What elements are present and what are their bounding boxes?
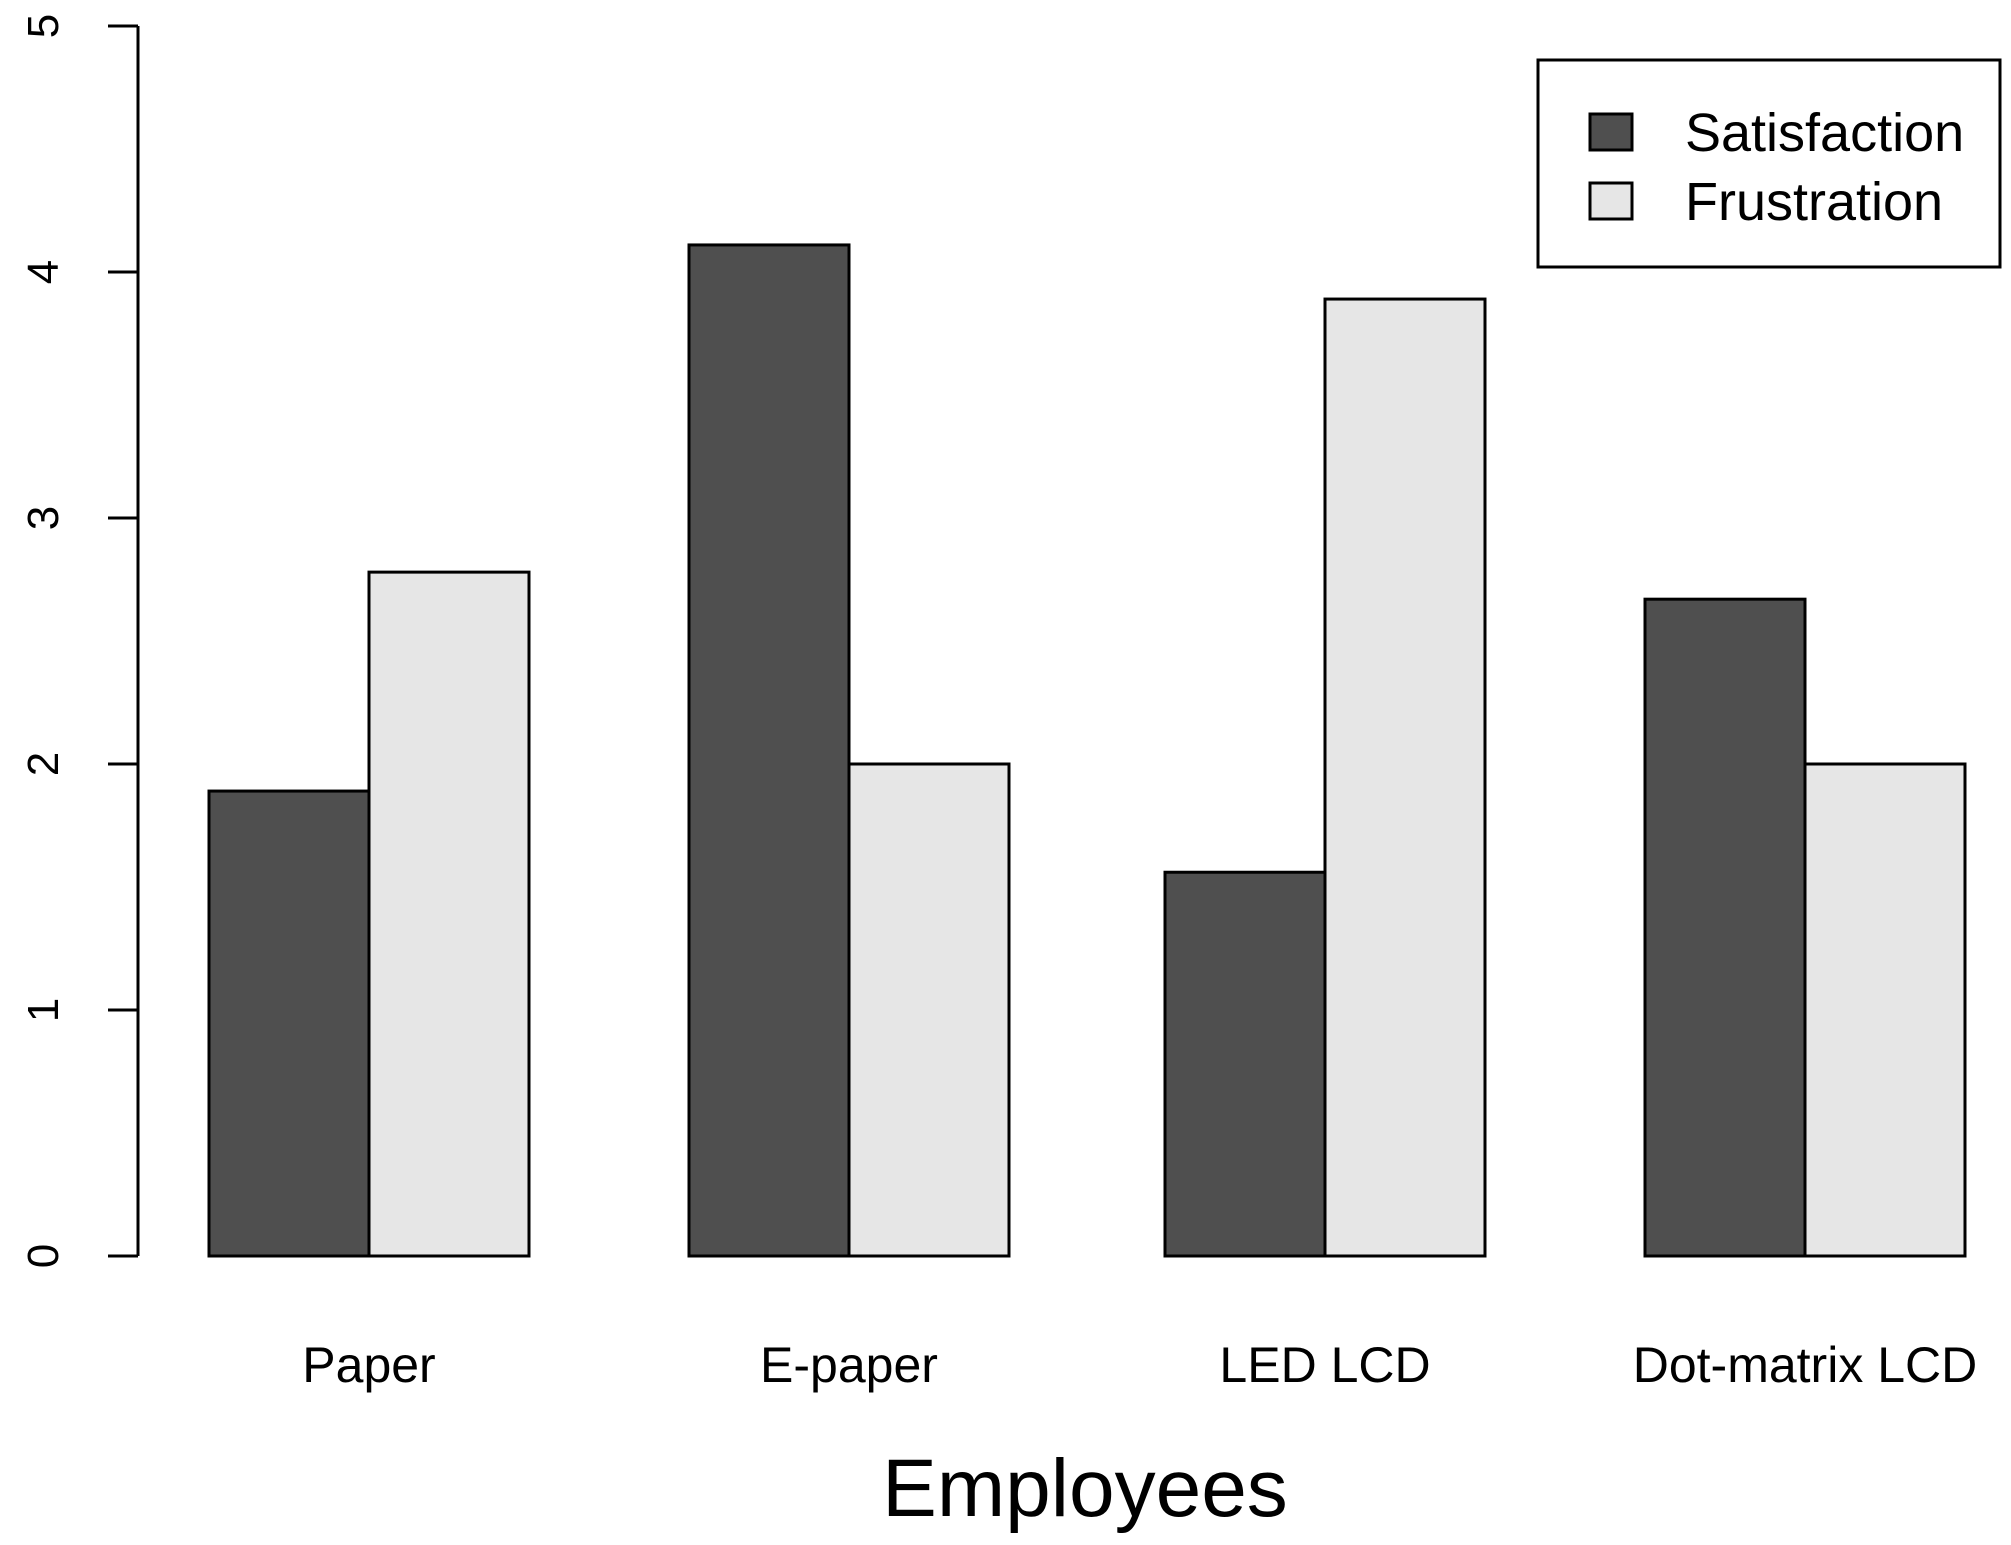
legend-swatch-frustration — [1588, 181, 1634, 221]
legend-label-frustration: Frustration — [1685, 172, 1943, 232]
bar-satisfaction-led-lcd — [1163, 870, 1327, 1258]
y-tick-label-5: 5 — [19, 14, 68, 38]
x-tick-label-dot-matrix-lcd: Dot-matrix LCD — [1633, 1337, 1977, 1393]
bar-satisfaction-e-paper — [687, 243, 851, 1258]
bar-frustration-led-lcd — [1323, 297, 1487, 1258]
bar-frustration-paper — [367, 570, 531, 1258]
legend-label-satisfaction: Satisfaction — [1685, 103, 1964, 163]
legend-box — [1536, 58, 2002, 269]
bar-frustration-e-paper — [847, 762, 1011, 1258]
x-axis: Paper E-paper LED LCD Dot-matrix LCD — [302, 1337, 1977, 1393]
y-tick-label-1: 1 — [19, 998, 68, 1022]
bar-satisfaction-paper — [207, 789, 371, 1258]
x-tick-label-led-lcd: LED LCD — [1219, 1337, 1430, 1393]
y-tick-label-0: 0 — [19, 1244, 68, 1268]
x-tick-label-e-paper: E-paper — [760, 1337, 938, 1393]
y-tick-label-4: 4 — [19, 260, 68, 284]
bars-layer — [207, 243, 1967, 1258]
legend-swatch-satisfaction — [1588, 112, 1634, 152]
y-tick-label-3: 3 — [19, 506, 68, 530]
legend: Satisfaction Frustration — [1536, 58, 2002, 269]
x-tick-label-paper: Paper — [302, 1337, 435, 1393]
bar-frustration-dot-matrix-lcd — [1803, 762, 1967, 1258]
bar-satisfaction-dot-matrix-lcd — [1643, 597, 1807, 1258]
y-axis: 0 1 2 3 4 5 — [19, 14, 140, 1268]
y-tick-label-2: 2 — [19, 752, 68, 776]
x-axis-title: Employees — [882, 1443, 1288, 1534]
